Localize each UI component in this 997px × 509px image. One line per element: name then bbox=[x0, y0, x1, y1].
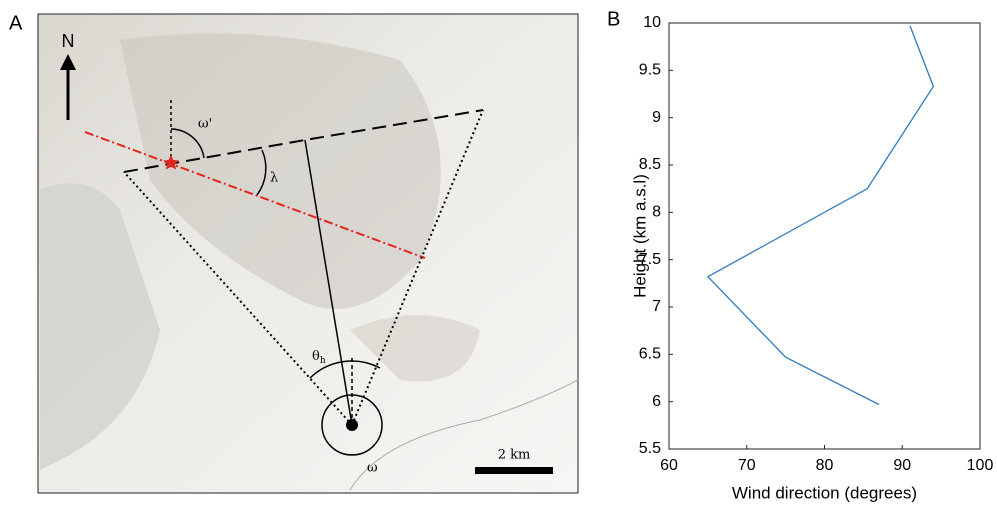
y-tick-label: 5.5 bbox=[639, 440, 661, 457]
center-line bbox=[304, 139, 353, 426]
y-tick-label: 8.5 bbox=[639, 156, 661, 173]
y-tick-label: 6 bbox=[652, 393, 661, 410]
data-line bbox=[706, 25, 935, 406]
ridge-shading bbox=[120, 33, 441, 309]
north-label: N bbox=[62, 31, 75, 51]
theta-arc bbox=[309, 360, 381, 379]
omega-prime-label: ω' bbox=[198, 117, 212, 132]
y-tick-label: 7.5 bbox=[639, 251, 661, 268]
axis-line bbox=[84, 131, 426, 259]
sector-edge bbox=[123, 171, 353, 426]
vent bbox=[346, 419, 358, 431]
y-tick-label: 10 bbox=[643, 14, 661, 31]
x-tick-label: 80 bbox=[816, 457, 834, 474]
lambda-label: λ bbox=[270, 171, 278, 186]
volcano-shading bbox=[40, 183, 160, 471]
y-axis-label: Height (km a.s.l) bbox=[630, 174, 649, 298]
line-chart: 60 70 80 90 100 5.5 6 6.5 7 7.5 8 8.5 9 9.5 10 Wind dir… bbox=[607, 8, 993, 502]
omega-label: ω bbox=[367, 461, 378, 476]
map-panel: A N ω' λ θh ω 2 km bbox=[9, 12, 579, 494]
y-tick-label: 6.5 bbox=[639, 346, 661, 363]
x-tick-label: 60 bbox=[660, 457, 678, 474]
theta-label: θh bbox=[312, 349, 326, 366]
scale-bar bbox=[475, 467, 553, 474]
sector-edge bbox=[351, 109, 484, 426]
lambda-arc bbox=[256, 149, 267, 196]
y-tick-label: 8 bbox=[652, 204, 661, 221]
x-tick-label: 70 bbox=[738, 457, 756, 474]
panel-label: B bbox=[607, 8, 620, 30]
scale-label: 2 km bbox=[498, 448, 531, 463]
omega-circle bbox=[321, 394, 383, 456]
panel-label: A bbox=[9, 12, 23, 34]
x-axis-label: Wind direction (degrees) bbox=[732, 483, 917, 502]
y-tick-label: 7 bbox=[652, 298, 661, 315]
flow-shading bbox=[350, 315, 480, 382]
coast-line bbox=[349, 379, 579, 491]
x-tick-label: 100 bbox=[967, 457, 994, 474]
north-arrowhead bbox=[60, 54, 76, 70]
star-marker bbox=[163, 155, 179, 170]
x-tick-label: 90 bbox=[893, 457, 911, 474]
y-tick-label: 9.5 bbox=[639, 62, 661, 79]
front-line bbox=[123, 109, 484, 173]
omega-prime-arc bbox=[170, 128, 205, 159]
y-tick-label: 9 bbox=[652, 109, 661, 126]
